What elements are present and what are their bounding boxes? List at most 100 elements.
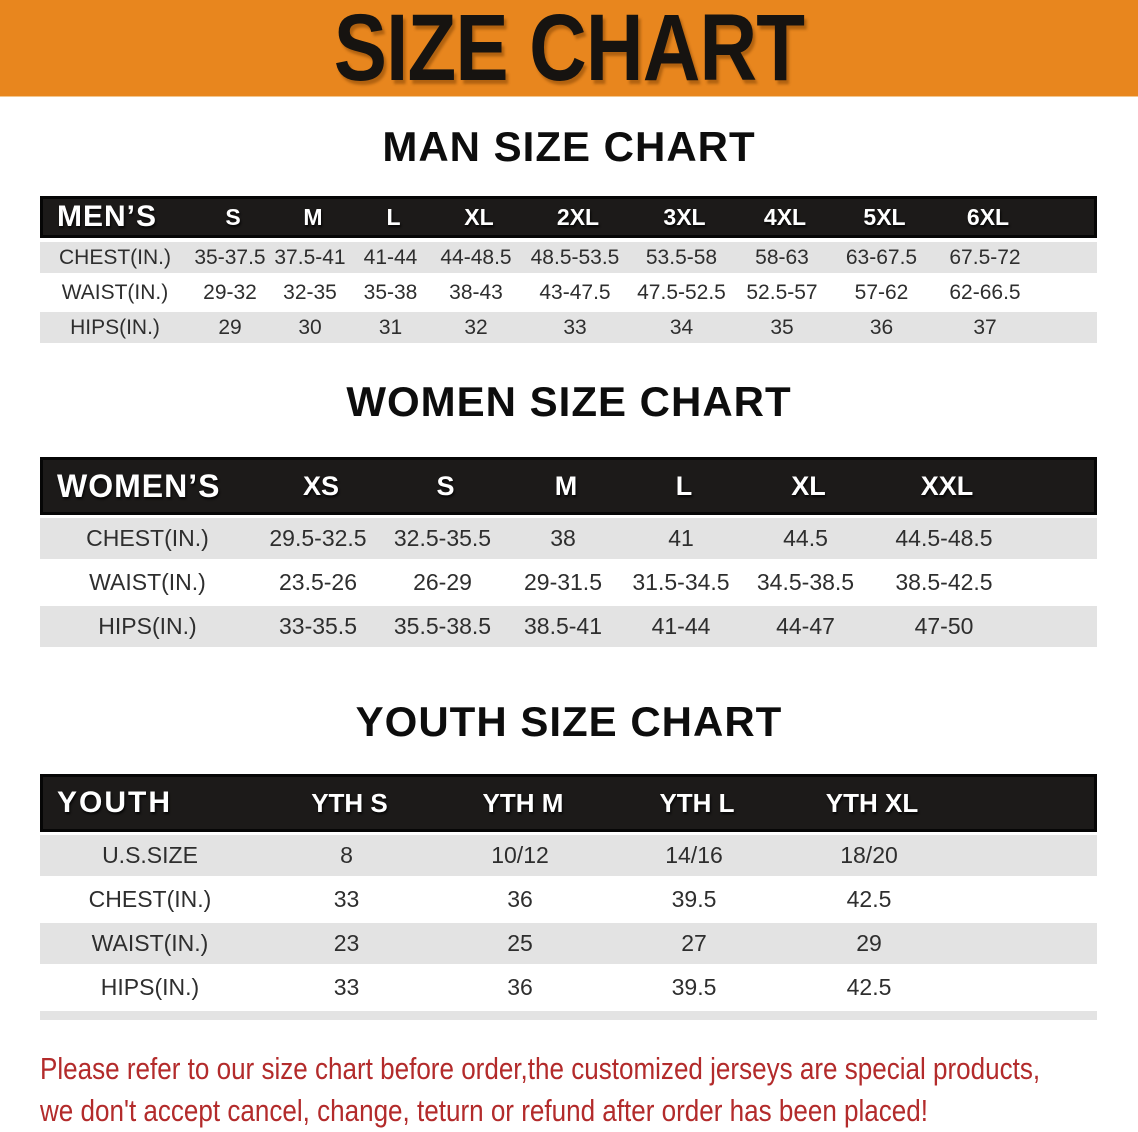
value-cell: 48.5-53.5 xyxy=(530,245,620,269)
men-size-table: MEN’S S M L XL 2XL 3XL 4XL 5XL 6XL CHEST… xyxy=(40,196,1097,343)
value-cell: 42.5 xyxy=(846,974,892,1000)
value-cell: 29-31.5 xyxy=(523,569,602,595)
value-cell: 38 xyxy=(550,525,576,551)
row-label: WAIST(IN.) xyxy=(61,280,169,304)
value-cell: 41 xyxy=(668,525,694,551)
value-cell: 29.5-32.5 xyxy=(269,525,367,551)
value-cell: 14/16 xyxy=(665,842,723,868)
value-cell: 35 xyxy=(770,315,794,339)
row-label: WAIST(IN.) xyxy=(89,569,206,595)
value-cell: 33 xyxy=(333,886,360,912)
value-cell: 36 xyxy=(869,315,894,339)
value-cell: 32 xyxy=(464,315,488,339)
men-hips-row: HIPS(IN.) 29 30 31 32 33 34 35 36 37 xyxy=(40,312,1097,343)
value-cell: 26-29 xyxy=(413,569,472,595)
value-cell: 8 xyxy=(340,842,353,868)
value-cell: 34 xyxy=(669,315,694,339)
value-cell: 38.5-42.5 xyxy=(895,569,993,595)
value-cell: 47.5-52.5 xyxy=(637,280,726,304)
youth-table-header-row: YOUTH YTH S YTH M YTH L YTH XL xyxy=(40,774,1097,832)
value-cell: 36 xyxy=(507,974,533,1000)
value-cell: 31 xyxy=(378,315,403,339)
value-cell: 42.5 xyxy=(846,886,892,912)
value-cell: 38.5-41 xyxy=(523,613,602,639)
value-cell: 18/20 xyxy=(840,842,898,868)
men-table-corner-label: MEN’S xyxy=(57,200,158,233)
men-section-title: MAN SIZE CHART xyxy=(382,123,756,170)
men-size-col-3xl: 3XL xyxy=(663,203,706,230)
row-label: CHEST(IN.) xyxy=(88,886,212,912)
youth-hips-row: HIPS(IN.) 33 36 39.5 42.5 xyxy=(40,967,1097,1008)
value-cell: 23 xyxy=(333,930,360,956)
men-size-col-2xl: 2XL xyxy=(556,203,600,230)
value-cell: 35-38 xyxy=(363,280,418,304)
men-size-col-5xl: 5XL xyxy=(863,203,906,230)
youth-size-col-m: YTH M xyxy=(482,787,564,818)
women-table-corner-label: WOMEN’S xyxy=(57,467,221,504)
value-cell: 36 xyxy=(507,886,533,912)
value-cell: 27 xyxy=(681,930,707,956)
women-size-col-xs: XS xyxy=(302,470,340,501)
value-cell: 44-48.5 xyxy=(440,245,512,269)
men-size-col-xl: XL xyxy=(464,203,494,230)
value-cell: 29-32 xyxy=(203,280,257,304)
youth-section-title: YOUTH SIZE CHART xyxy=(355,698,783,745)
value-cell: 67.5-72 xyxy=(949,245,1021,269)
youth-size-table: YOUTH YTH S YTH M YTH L YTH XL U.S.SIZE … xyxy=(40,774,1097,1020)
men-size-col-6xl: 6XL xyxy=(966,203,1010,230)
women-size-col-m: M xyxy=(554,470,578,501)
value-cell: 10/12 xyxy=(491,842,549,868)
value-cell: 35-37.5 xyxy=(194,245,266,269)
value-cell: 33 xyxy=(563,315,587,339)
value-cell: 25 xyxy=(507,930,533,956)
disclaimer-line-2: we don't accept cancel, change, teturn o… xyxy=(40,1093,929,1128)
men-size-col-4xl: 4XL xyxy=(763,203,807,230)
value-cell: 38-43 xyxy=(449,280,503,304)
women-size-col-s: S xyxy=(436,470,455,501)
value-cell: 39.5 xyxy=(671,974,717,1000)
row-label: HIPS(IN.) xyxy=(98,613,197,639)
value-cell: 44.5-48.5 xyxy=(895,525,993,551)
women-section-title: WOMEN SIZE CHART xyxy=(346,378,792,425)
value-cell: 31.5-34.5 xyxy=(632,569,730,595)
value-cell: 63-67.5 xyxy=(845,245,918,269)
value-cell: 58-63 xyxy=(755,245,809,269)
men-size-col-m: M xyxy=(303,203,323,230)
value-cell: 37.5-41 xyxy=(274,245,346,269)
women-table-header-row: WOMEN’S XS S M L XL XXL xyxy=(40,457,1097,515)
value-cell: 29 xyxy=(218,315,242,339)
value-cell: 44.5 xyxy=(783,525,828,551)
value-cell: 41-44 xyxy=(363,245,418,269)
value-cell: 30 xyxy=(298,315,322,339)
men-size-col-l: L xyxy=(386,203,401,230)
women-hips-row: HIPS(IN.) 33-35.5 35.5-38.5 38.5-41 41-4… xyxy=(40,606,1097,647)
men-waist-row: WAIST(IN.) 29-32 32-35 35-38 38-43 43-47… xyxy=(40,277,1097,308)
value-cell: 52.5-57 xyxy=(746,280,818,304)
youth-waist-row: WAIST(IN.) 23 25 27 29 xyxy=(40,923,1097,964)
disclaimer-text: Please refer to our size chart before or… xyxy=(40,1048,1138,1132)
disclaimer-line-1: Please refer to our size chart before or… xyxy=(40,1051,1041,1086)
value-cell: 33-35.5 xyxy=(278,613,357,639)
youth-chest-row: CHEST(IN.) 33 36 39.5 42.5 xyxy=(40,879,1097,920)
value-cell: 23.5-26 xyxy=(278,569,357,595)
row-label: U.S.SIZE xyxy=(102,842,198,868)
men-table-header-row: MEN’S S M L XL 2XL 3XL 4XL 5XL 6XL xyxy=(40,196,1097,238)
women-size-col-xl: XL xyxy=(791,470,826,501)
women-waist-row: WAIST(IN.) 23.5-26 26-29 29-31.5 31.5-34… xyxy=(40,562,1097,603)
value-cell: 39.5 xyxy=(671,886,717,912)
value-cell: 32.5-35.5 xyxy=(393,525,492,551)
row-label: WAIST(IN.) xyxy=(91,930,209,956)
table-end-strip xyxy=(40,1011,1097,1020)
row-label: CHEST(IN.) xyxy=(59,245,171,269)
size-chart-title: SIZE CHART xyxy=(333,0,805,101)
youth-size-col-l: YTH L xyxy=(659,787,735,818)
youth-size-col-xl: YTH XL xyxy=(825,787,919,818)
value-cell: 47-50 xyxy=(914,613,974,639)
women-chest-row: CHEST(IN.) 29.5-32.5 32.5-35.5 38 41 44.… xyxy=(40,518,1097,559)
youth-size-col-s: YTH S xyxy=(311,787,388,818)
value-cell: 33 xyxy=(333,974,360,1000)
size-chart-banner: SIZE CHART xyxy=(0,0,1138,97)
value-cell: 41-44 xyxy=(651,613,711,639)
value-cell: 35.5-38.5 xyxy=(393,613,492,639)
row-label: CHEST(IN.) xyxy=(86,525,209,551)
